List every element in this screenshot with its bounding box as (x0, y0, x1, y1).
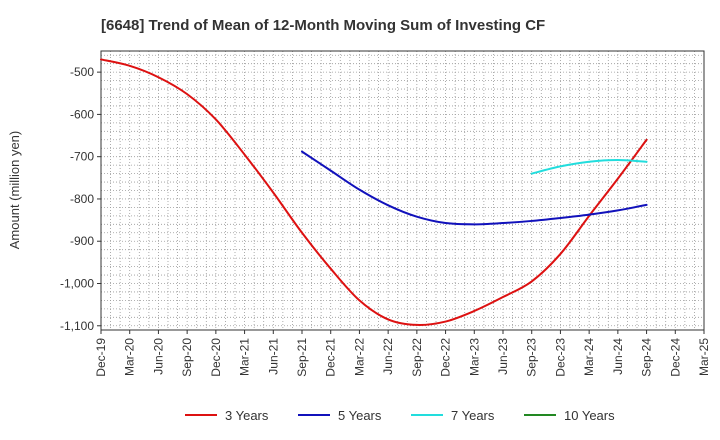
y-tick-label: -500 (70, 65, 94, 79)
x-tick-label: Dec-21 (324, 338, 338, 377)
chart-title: [6648] Trend of Mean of 12-Month Moving … (101, 17, 545, 34)
legend-label-10-years: 10 Years (564, 408, 615, 423)
x-tick-label: Dec-24 (668, 338, 682, 377)
x-tick-label: Dec-20 (209, 338, 223, 377)
y-axis-label: Amount (million yen) (7, 131, 22, 250)
x-tick-label: Sep-21 (295, 338, 309, 377)
x-tick-label: Jun-22 (381, 338, 395, 375)
plot-frame (100, 50, 705, 331)
y-tick-label: -600 (70, 107, 94, 121)
y-tick-label: -700 (70, 150, 94, 164)
x-tick-label: Dec-19 (94, 338, 108, 377)
y-tick-label: -800 (70, 192, 94, 206)
y-tick-label: -1,000 (60, 277, 94, 291)
legend-label-7-years: 7 Years (451, 408, 495, 423)
x-tick-label: Jun-24 (611, 338, 625, 375)
x-tick-label: Jun-23 (496, 338, 510, 375)
x-axis-ticks: Dec-19 Mar-20 Jun-20 Sep-20 Dec-20 Mar-21 Jun-… (94, 330, 711, 377)
x-tick-label: Mar-23 (467, 338, 481, 376)
x-tick-label: Mar-25 (697, 338, 711, 376)
legend-label-5-years: 5 Years (338, 408, 382, 423)
x-tick-label: Mar-21 (238, 338, 252, 376)
series-lines (100, 58, 648, 326)
x-tick-label: Sep-24 (640, 338, 654, 377)
x-tick-label: Mar-24 (582, 338, 596, 376)
legend-label-3-years: 3 Years (225, 408, 269, 423)
y-axis-ticks: -500 -600 -700 -800 -900 -1,000 -1,100 (60, 65, 101, 333)
x-tick-label: Dec-22 (439, 338, 453, 377)
series-line-3-years (100, 58, 648, 326)
x-tick-label: Jun-21 (266, 338, 280, 375)
x-tick-label: Jun-20 (151, 338, 165, 375)
series-line-7-years (530, 159, 648, 175)
x-tick-label: Sep-23 (525, 338, 539, 377)
x-tick-label: Dec-23 (553, 338, 567, 377)
x-tick-label: Mar-20 (123, 338, 137, 376)
y-tick-label: -1,100 (60, 319, 94, 333)
grid-lines (101, 51, 704, 330)
x-tick-label: Mar-22 (352, 338, 366, 376)
y-tick-label: -900 (70, 234, 94, 248)
legend: 3 Years 5 Years 7 Years 10 Years (185, 408, 615, 423)
x-tick-label: Sep-22 (410, 338, 424, 377)
x-tick-label: Sep-20 (180, 338, 194, 377)
series-line-5-years (301, 150, 648, 226)
